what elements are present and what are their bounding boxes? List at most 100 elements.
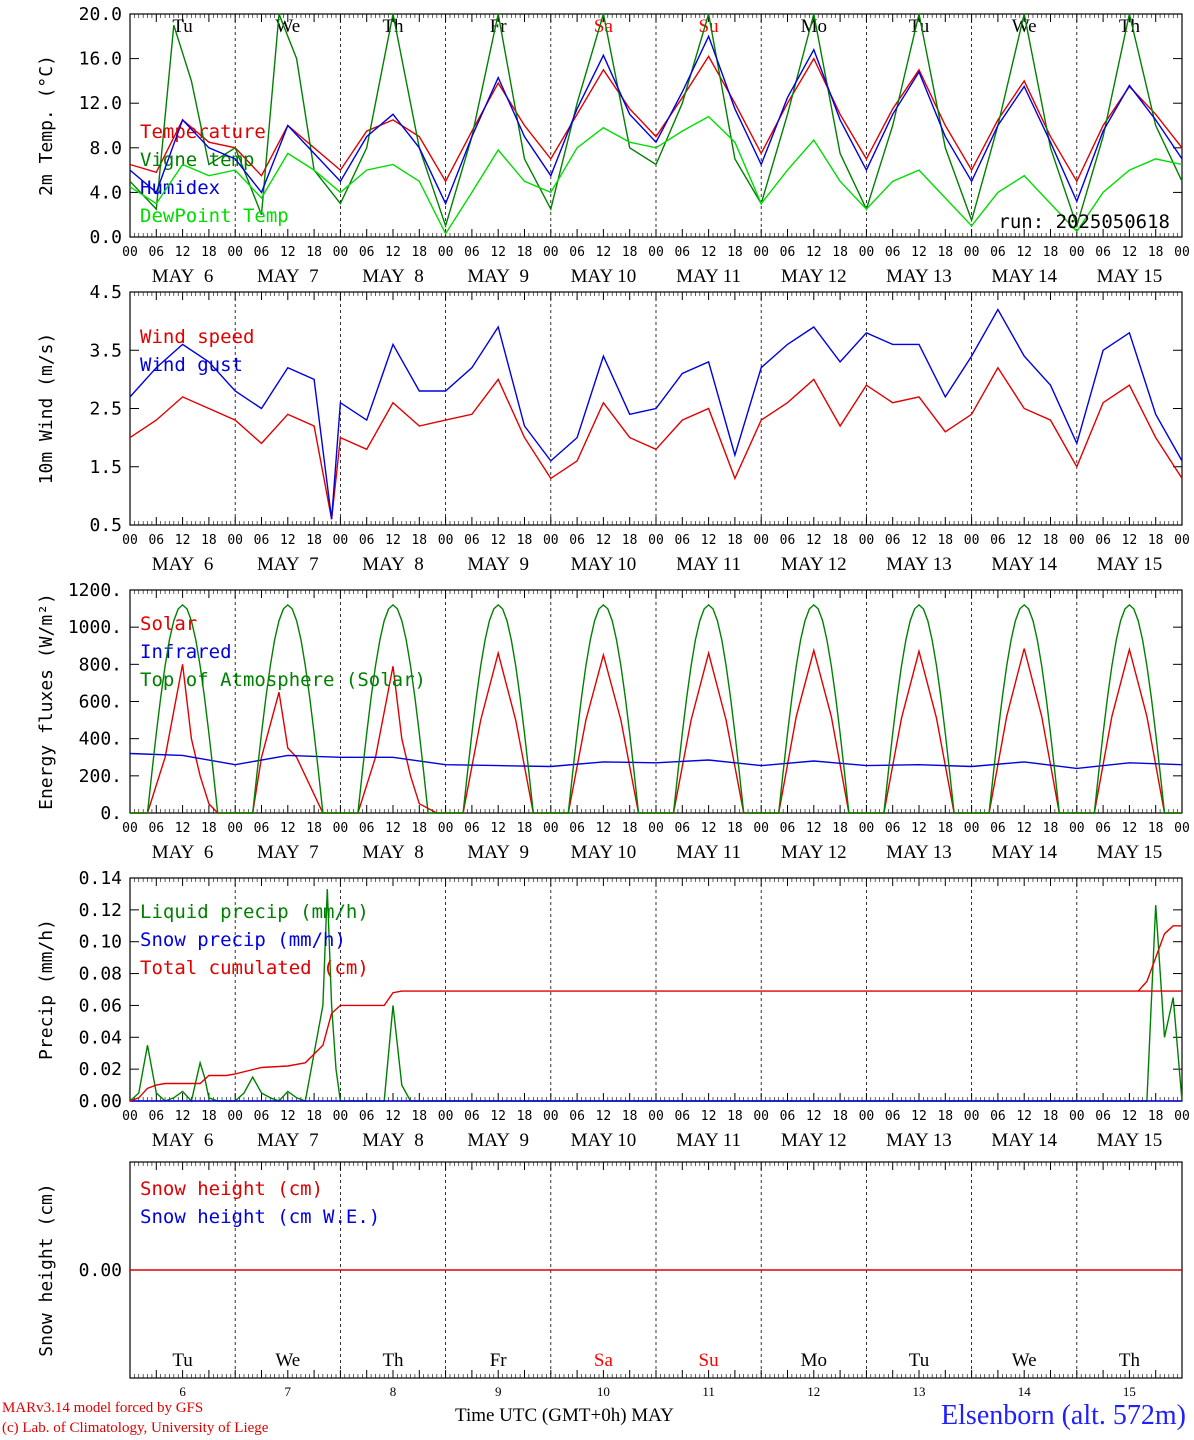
hour-tick-label: 00 — [753, 245, 769, 260]
hour-tick-label: 18 — [1148, 821, 1164, 836]
hour-tick-label: 18 — [727, 1109, 743, 1124]
day-date-label: MAY 14 — [991, 1130, 1057, 1151]
y-axis-title: 2m Temp. (°C) — [36, 55, 57, 196]
hour-tick-label: 06 — [359, 821, 375, 836]
y-axis-title: Snow height (cm) — [36, 1183, 57, 1356]
hour-tick-label: 00 — [438, 1109, 454, 1124]
y-tick-label: 4.0 — [89, 182, 122, 203]
series-line-temperature — [129, 55, 1183, 183]
hour-tick-label: 00 — [543, 1109, 559, 1124]
legend-entry: Liquid precip (mm/h) — [140, 901, 369, 923]
legend-entry: Snow precip (mm/h) — [140, 929, 346, 951]
hour-tick-label: 00 — [543, 821, 559, 836]
hour-tick-label: 18 — [622, 245, 638, 260]
legend-entry: Infrared — [140, 641, 232, 663]
day-date-label: MAY 6 — [152, 1130, 214, 1151]
hour-tick-label: 00 — [122, 821, 138, 836]
legend-entry: Snow height (cm W.E.) — [140, 1206, 380, 1228]
y-tick-label: 16.0 — [79, 49, 122, 70]
hour-tick-label: 18 — [1043, 245, 1059, 260]
y-axis-title: Precip (mm/h) — [36, 919, 57, 1060]
day-date-label: MAY 8 — [362, 266, 424, 287]
hour-tick-label: 12 — [1122, 1109, 1138, 1124]
legend-entry: Vigne temp — [140, 149, 254, 171]
hour-tick-label: 12 — [280, 533, 296, 548]
hour-tick-label: 12 — [175, 821, 191, 836]
y-tick-label: 0.00 — [79, 1091, 122, 1112]
hour-tick-label: 12 — [701, 821, 717, 836]
hour-tick-label: 06 — [569, 533, 585, 548]
hour-tick-label: 06 — [148, 1109, 164, 1124]
hour-tick-label: 00 — [122, 533, 138, 548]
hour-tick-label: 18 — [832, 821, 848, 836]
hour-tick-label: 06 — [780, 1109, 796, 1124]
day-date-label: MAY 6 — [152, 554, 214, 575]
hour-tick-label: 12 — [175, 1109, 191, 1124]
hour-tick-label: 00 — [964, 1109, 980, 1124]
hour-tick-label: 06 — [464, 245, 480, 260]
weekday-label: Mo — [801, 1350, 827, 1371]
hour-tick-label: 00 — [753, 533, 769, 548]
hour-tick-label: 06 — [254, 245, 270, 260]
hour-tick-label: 00 — [227, 1109, 243, 1124]
hour-tick-label: 12 — [1016, 533, 1032, 548]
hour-tick-label: 18 — [411, 1109, 427, 1124]
hour-tick-label: 18 — [201, 1109, 217, 1124]
y-tick-label: 0.08 — [79, 964, 122, 985]
weekday-label: We — [275, 1350, 300, 1371]
hour-tick-label: 12 — [385, 245, 401, 260]
day-date-label: MAY 9 — [467, 842, 529, 863]
y-tick-label: 20.0 — [79, 4, 122, 25]
day-date-label: MAY 11 — [676, 266, 741, 287]
hour-tick-label: 00 — [333, 1109, 349, 1124]
hour-tick-label: 06 — [990, 245, 1006, 260]
hour-tick-label: 12 — [1122, 245, 1138, 260]
hour-tick-label: 06 — [148, 533, 164, 548]
y-tick-label: 0. — [100, 803, 122, 824]
hour-tick-label: 12 — [385, 1109, 401, 1124]
day-date-label: MAY 13 — [886, 266, 952, 287]
y-tick-label: 8.0 — [89, 138, 122, 159]
hour-tick-label: 18 — [937, 1109, 953, 1124]
hour-tick-label: 12 — [1122, 821, 1138, 836]
hour-tick-label: 00 — [648, 1109, 664, 1124]
hour-tick-label: 12 — [911, 245, 927, 260]
hour-tick-label: 00 — [648, 245, 664, 260]
series-line-wind-gust — [129, 308, 1183, 520]
lab-credit: (c) Lab. of Climatology, University of L… — [2, 1420, 269, 1436]
hour-tick-label: 00 — [859, 821, 875, 836]
hour-tick-label: 06 — [1095, 1109, 1111, 1124]
hour-tick-label: 00 — [648, 821, 664, 836]
y-tick-label: 200. — [79, 766, 122, 787]
weekday-label: We — [1012, 16, 1037, 37]
y-tick-label: 1.5 — [89, 457, 122, 478]
hour-tick-label: 00 — [964, 821, 980, 836]
hour-tick-label: 18 — [1043, 533, 1059, 548]
y-tick-label: 0.12 — [79, 900, 122, 921]
hour-tick-label: 18 — [306, 245, 322, 260]
day-date-label: MAY 8 — [362, 554, 424, 575]
hour-tick-label: 06 — [1095, 821, 1111, 836]
hour-tick-label: 06 — [990, 533, 1006, 548]
hour-tick-label: 12 — [701, 533, 717, 548]
hour-tick-label: 06 — [674, 245, 690, 260]
day-number-label: 9 — [495, 1384, 502, 1399]
hour-tick-label: 06 — [359, 533, 375, 548]
hour-tick-label: 12 — [701, 245, 717, 260]
hour-tick-label: 06 — [674, 1109, 690, 1124]
day-date-label: MAY 12 — [781, 554, 847, 575]
day-date-label: MAY 10 — [571, 554, 637, 575]
hour-tick-label: 00 — [333, 821, 349, 836]
y-tick-label: 2.5 — [89, 399, 122, 420]
hour-tick-label: 18 — [937, 533, 953, 548]
legend-entry: Wind speed — [140, 326, 254, 348]
legend-entry: Temperature — [140, 121, 266, 143]
hour-tick-label: 18 — [306, 1109, 322, 1124]
hour-tick-label: 06 — [569, 1109, 585, 1124]
day-number-label: 11 — [702, 1384, 715, 1399]
day-date-label: MAY 7 — [257, 554, 319, 575]
hour-tick-label: 18 — [517, 1109, 533, 1124]
hour-tick-label: 00 — [648, 533, 664, 548]
series-line-total-cumulated-cm- — [129, 925, 1182, 1102]
hour-tick-label: 12 — [490, 821, 506, 836]
